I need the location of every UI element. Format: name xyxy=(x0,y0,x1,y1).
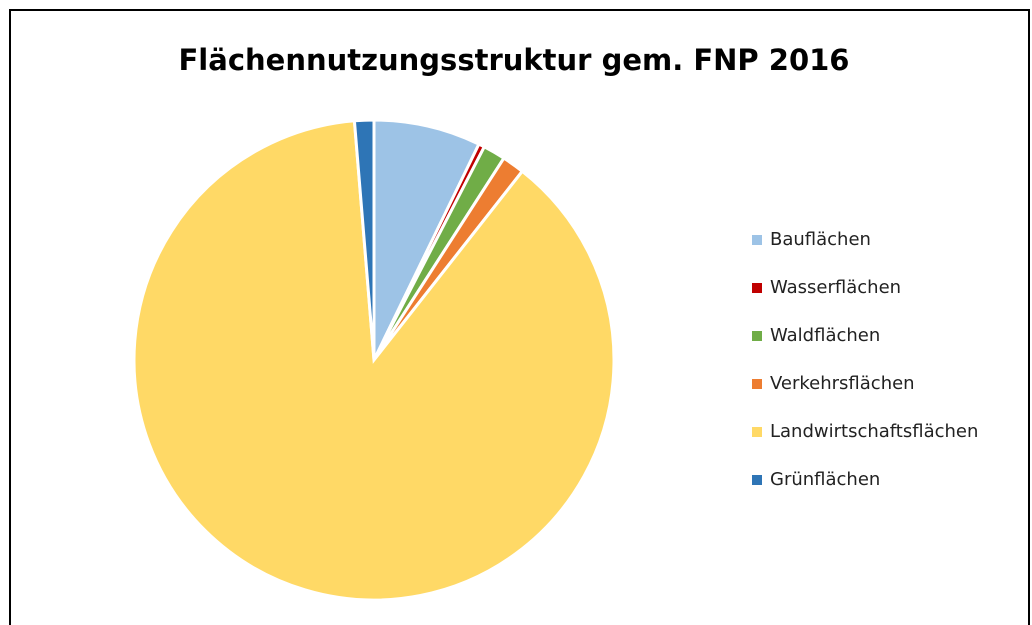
legend-label: Bauflächen xyxy=(770,229,871,250)
legend-label: Grünflächen xyxy=(770,469,880,490)
legend-swatch xyxy=(752,475,762,485)
legend-label: Landwirtschaftsflächen xyxy=(770,421,978,442)
chart-title: Flächennutzungsstruktur gem. FNP 2016 xyxy=(179,43,850,77)
pie-slice xyxy=(132,119,616,602)
pie-slice xyxy=(352,118,376,361)
legend-swatch xyxy=(752,427,762,437)
legend-label: Waldflächen xyxy=(770,325,880,346)
legend-label: Wasserflächen xyxy=(770,277,901,298)
legend-swatch xyxy=(752,331,762,341)
legend-label: Verkehrsflächen xyxy=(770,373,915,394)
legend-swatch xyxy=(752,379,762,389)
pie-slice xyxy=(372,118,481,361)
legend-swatch xyxy=(752,283,762,293)
legend-swatch xyxy=(752,235,762,245)
